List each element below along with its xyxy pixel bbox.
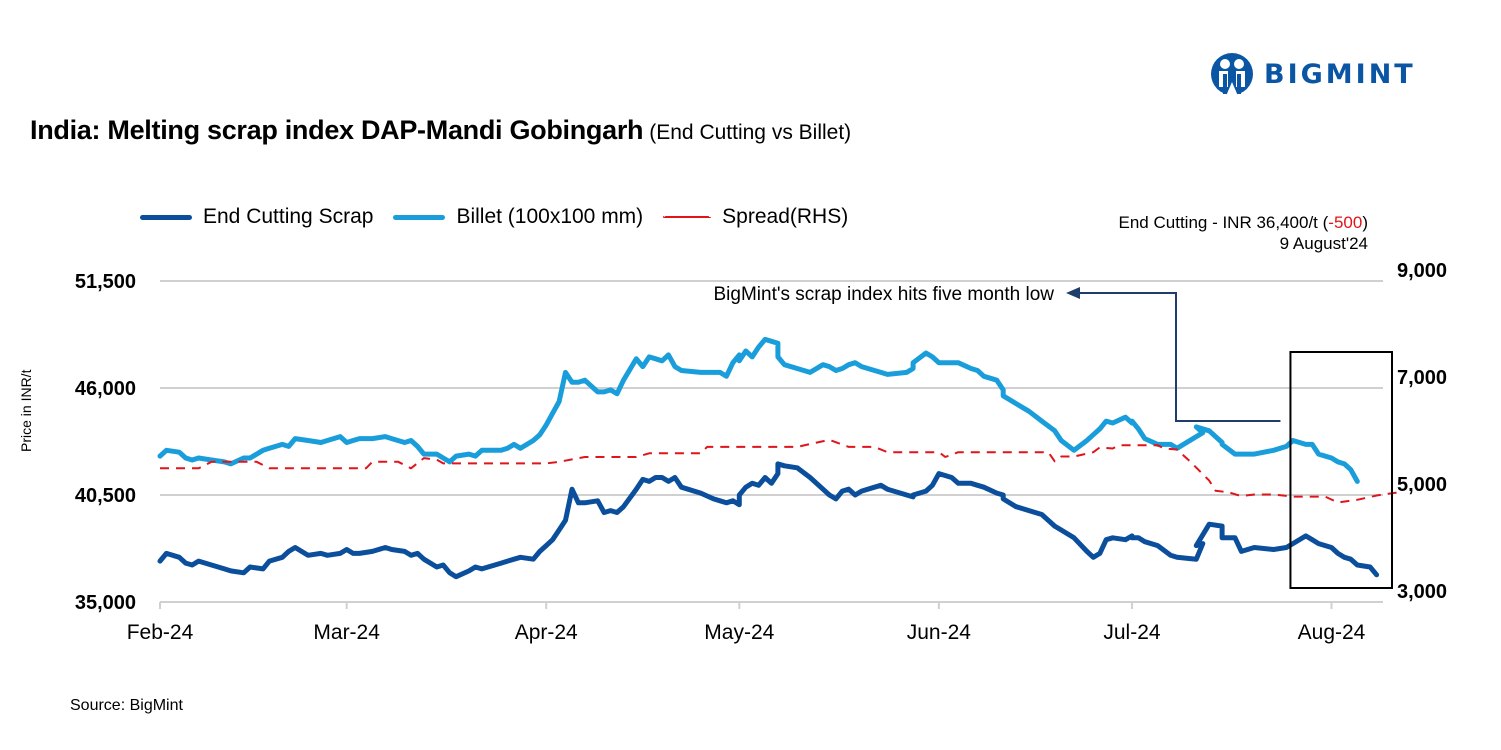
y2-tick-label: 5,000 xyxy=(1397,474,1447,496)
price-note-date: 9 August'24 xyxy=(1279,234,1368,253)
callout-connector xyxy=(1078,292,1281,422)
price-note-suffix: ) xyxy=(1362,213,1368,232)
x-tick-label: Jun-24 xyxy=(907,621,972,644)
legend-swatch-end-cutting xyxy=(140,214,192,220)
legend-item-billet: Billet (100x100 mm) xyxy=(393,205,643,229)
y-tick-label: 35,000 xyxy=(75,592,136,614)
callout-text: BigMint's scrap index hits five month lo… xyxy=(714,284,1055,305)
legend-item-spread: Spread(RHS) xyxy=(663,205,848,229)
x-tick-label: May-24 xyxy=(704,621,774,644)
y-tick-label: 51,500 xyxy=(75,271,136,293)
y2-tick-label: 7,000 xyxy=(1397,367,1447,389)
legend-label-end-cutting: End Cutting Scrap xyxy=(203,205,374,228)
legend-label-billet: Billet (100x100 mm) xyxy=(456,205,644,228)
callout-arrowhead-icon xyxy=(1066,287,1080,299)
source-note: Source: BigMint xyxy=(70,697,183,714)
highlight-box xyxy=(1289,351,1394,589)
x-tick-label: Apr-24 xyxy=(515,621,578,644)
y-tick-label: 46,000 xyxy=(75,378,136,400)
price-note-prefix: End Cutting - INR 36,400/t ( xyxy=(1118,213,1329,232)
legend-swatch-billet xyxy=(393,214,446,220)
price-note-line1: End Cutting - INR 36,400/t (-500) xyxy=(1119,212,1368,233)
x-tick-label: Aug-24 xyxy=(1298,621,1366,644)
legend-item-end-cutting: End Cutting Scrap xyxy=(140,205,373,229)
y-tick-label: 40,500 xyxy=(75,485,136,507)
bigmint-people-logo-icon xyxy=(1211,53,1253,96)
legend-swatch-spread xyxy=(663,216,712,218)
x-tick-label: Jul-24 xyxy=(1103,621,1161,644)
price-change: -500 xyxy=(1328,213,1363,232)
series-billet-line xyxy=(157,336,1360,484)
brand-logo: BIGMINT xyxy=(1210,52,1416,96)
series-end-cutting-line xyxy=(157,461,1380,580)
series-spread-line xyxy=(160,438,1403,504)
price-note: End Cutting - INR 36,400/t (-500) 9 Augu… xyxy=(1119,212,1368,254)
chart-legend: End Cutting Scrap Billet (100x100 mm) Sp… xyxy=(140,205,868,229)
chart-title: India: Melting scrap index DAP-Mandi Gob… xyxy=(30,115,851,146)
y2-tick-label: 3,000 xyxy=(1397,581,1447,603)
legend-label-spread: Spread(RHS) xyxy=(722,205,849,228)
x-tick-label: Feb-24 xyxy=(127,621,194,644)
x-tick-label: Mar-24 xyxy=(313,621,380,644)
chart-title-sub: (End Cutting vs Billet) xyxy=(649,121,852,144)
chart-title-main: India: Melting scrap index DAP-Mandi Gob… xyxy=(30,115,644,145)
brand-name: BIGMINT xyxy=(1264,58,1416,90)
y2-tick-label: 9,000 xyxy=(1397,260,1447,282)
